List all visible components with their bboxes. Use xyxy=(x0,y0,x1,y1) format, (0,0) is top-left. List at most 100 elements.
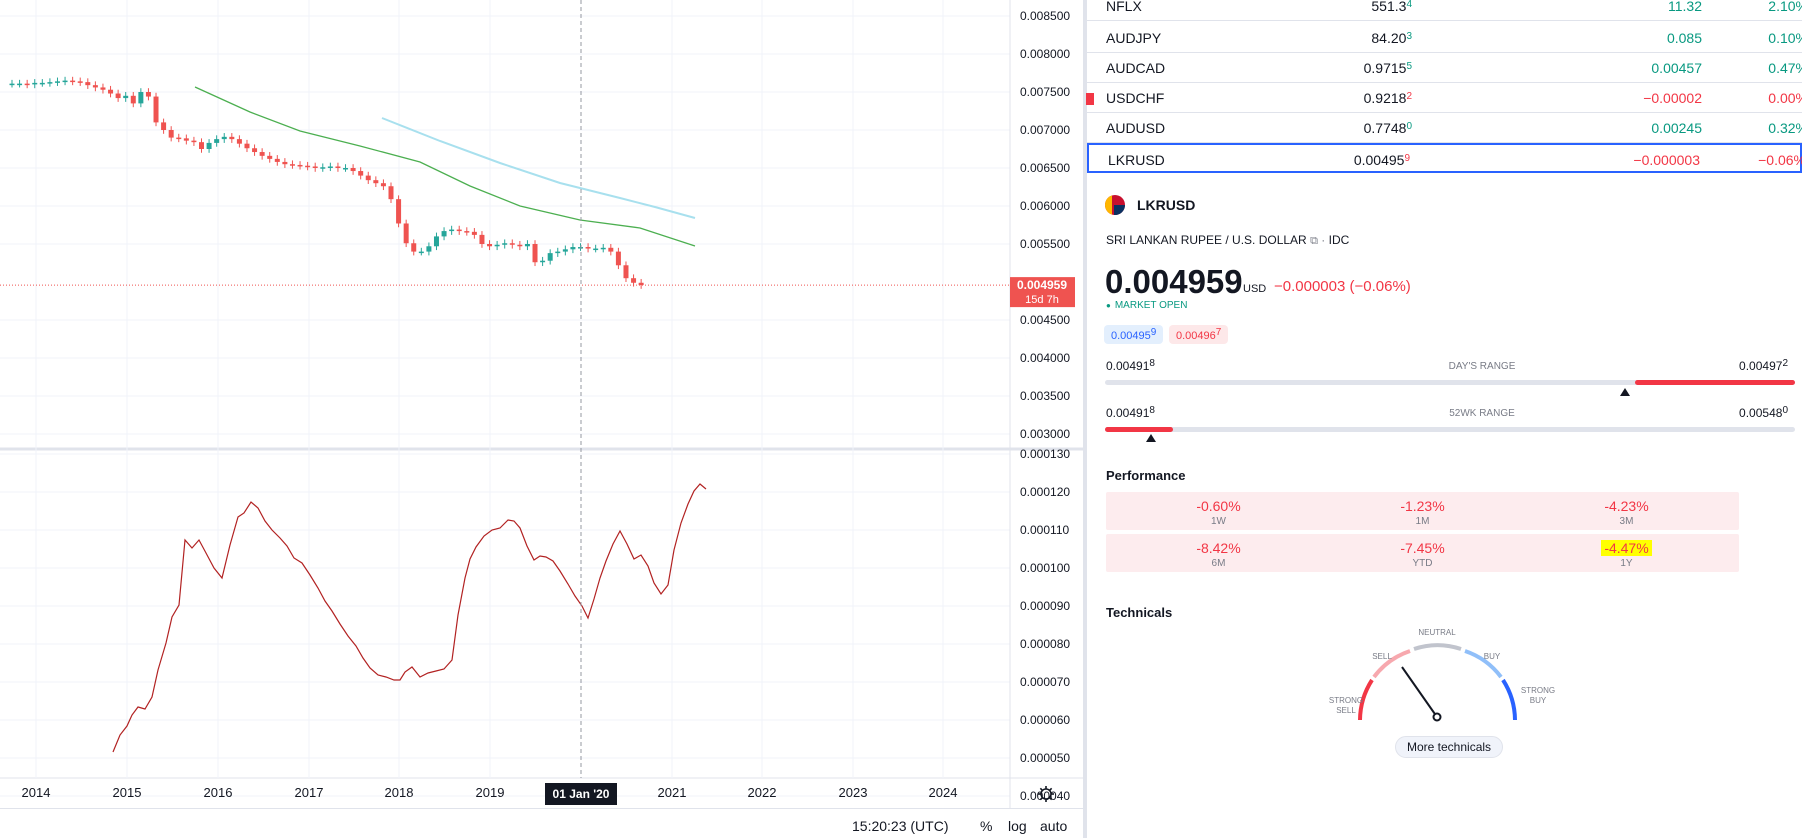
candle-body xyxy=(570,247,576,250)
candle-body xyxy=(585,247,591,249)
price-tick-label: 0.004500 xyxy=(1020,313,1070,327)
flag-icon xyxy=(1105,195,1125,215)
wk52-range-high-sup: 0 xyxy=(1782,405,1788,416)
watchlist-percent: 2.10% xyxy=(1768,0,1802,14)
gauge-label-strong-sell-1: STRONG xyxy=(1329,696,1363,705)
watchlist-row-usdchf[interactable]: USDCHF 0.92182 −0.00002 0.00% xyxy=(1086,83,1802,113)
market-status: MARKET OPEN xyxy=(1106,300,1188,311)
watchlist-last-sup: 0 xyxy=(1406,121,1412,132)
watchlist-last-sup: 9 xyxy=(1404,153,1410,164)
candle-body xyxy=(532,244,538,263)
watchlist-change: −0.000003 xyxy=(1633,152,1700,168)
wk52-range-label: 52WK RANGE xyxy=(1449,408,1515,419)
candle-body xyxy=(214,139,220,143)
candle-body xyxy=(168,130,174,138)
flag-marker-icon[interactable] xyxy=(1086,93,1094,105)
watchlist-percent: −0.06% xyxy=(1758,152,1802,168)
watchlist-row-lkrusd[interactable]: LKRUSD 0.004959 −0.000003 −0.06% xyxy=(1087,143,1802,173)
candle-body xyxy=(199,142,204,149)
year-label: 2016 xyxy=(204,785,233,800)
candle-body xyxy=(153,96,159,123)
watchlist-row-audcad[interactable]: AUDCAD 0.97155 0.00457 0.47% xyxy=(1087,53,1802,83)
wk52-range-bar xyxy=(1105,427,1795,432)
candle-body xyxy=(441,231,447,237)
watchlist-last-value: 84.20 xyxy=(1371,30,1407,46)
percent-scale-button[interactable]: % xyxy=(980,818,993,834)
watchlist-symbol: LKRUSD xyxy=(1108,152,1165,168)
candle-body xyxy=(138,92,144,104)
crosshair-date-badge xyxy=(545,783,617,805)
price-tick-label: 0.003000 xyxy=(1020,427,1070,441)
gear-icon[interactable] xyxy=(1038,786,1054,802)
candle-body xyxy=(77,81,83,83)
gear-icon-tooth xyxy=(1048,787,1053,792)
watchlist-last-value: 551.3 xyxy=(1371,0,1407,14)
watchlist-last-sup: 2 xyxy=(1406,91,1412,102)
candle-body xyxy=(403,223,409,244)
price-change: −0.000003 (−0.06%) xyxy=(1274,278,1411,295)
candle-body xyxy=(380,183,386,187)
technicals-title: Technicals xyxy=(1106,605,1173,620)
candle-body xyxy=(327,166,333,168)
days-range-high: 0.004972 xyxy=(1739,358,1788,373)
candle-body xyxy=(509,243,515,245)
performance-value: -8.42% xyxy=(1106,540,1331,556)
watchlist-last-value: 0.9715 xyxy=(1363,60,1407,76)
price-tick-label: 0.008500 xyxy=(1020,9,1070,23)
log-scale-button[interactable]: log xyxy=(1008,818,1027,834)
watchlist-symbol: AUDJPY xyxy=(1106,30,1162,46)
candle-body xyxy=(183,138,189,141)
year-label: 2017 xyxy=(295,785,324,800)
candle-body xyxy=(176,137,182,140)
auto-scale-button[interactable]: auto xyxy=(1040,818,1068,834)
watchlist-row-audusd[interactable]: AUDUSD 0.77480 0.00245 0.32% xyxy=(1087,113,1802,143)
indicator-tick-label: 0.000080 xyxy=(1020,637,1070,651)
candle-body xyxy=(555,251,561,254)
performance-6m: -8.42% 6M xyxy=(1106,534,1331,572)
candle-body xyxy=(267,155,273,159)
symbol-title[interactable]: LKRUSD xyxy=(1137,197,1196,213)
candle-body xyxy=(524,244,530,247)
symbol-description: SRI LANKAN RUPEE / U.S. DOLLAR ⧉ · IDC xyxy=(1106,233,1350,247)
candle-body xyxy=(70,80,76,83)
chart-canvas[interactable]: 0.008500 0.008000 0.007500 0.007000 0.006500… xyxy=(0,0,1083,838)
candle-body xyxy=(494,244,500,247)
year-label: 2021 xyxy=(658,785,687,800)
performance-value: -7.45% xyxy=(1310,540,1535,556)
watchlist-row-audjpy[interactable]: AUDJPY 84.203 0.085 0.10% xyxy=(1087,23,1802,53)
year-label: 2014 xyxy=(22,785,51,800)
indicator-tick-label: 0.000070 xyxy=(1020,675,1070,689)
moving-average-line xyxy=(194,86,696,247)
chart-status-bar: 15:20:23 (UTC) % log auto xyxy=(0,808,1083,838)
candle-body xyxy=(623,265,629,279)
candle-body xyxy=(92,85,98,88)
candle-body xyxy=(562,249,568,252)
price-tick-label: 0.006500 xyxy=(1020,161,1070,175)
performance-period: YTD xyxy=(1412,558,1433,569)
candle-body xyxy=(274,158,280,162)
watchlist-row-nflx[interactable]: NFLX 551.34 11.32 2.10% xyxy=(1087,0,1802,21)
last-price: 0.004959 xyxy=(1105,263,1243,300)
indicator-tick-label: 0.000110 xyxy=(1020,523,1069,537)
days-range-high-sup: 2 xyxy=(1782,358,1788,369)
watchlist-change: 0.085 xyxy=(1666,30,1702,46)
price-tick-label: 0.004000 xyxy=(1020,351,1070,365)
candle-body xyxy=(229,136,235,140)
gauge-label-sell: SELL xyxy=(1372,652,1392,661)
wk52-range-fill xyxy=(1105,427,1173,432)
external-link-icon[interactable]: ⧉ xyxy=(1310,235,1318,247)
chart-area[interactable]: 0.008500 0.008000 0.007500 0.007000 0.006500… xyxy=(0,0,1083,838)
more-technicals-button[interactable]: More technicals xyxy=(1395,736,1504,758)
indicator-tick-label: 0.000130 xyxy=(1020,447,1070,461)
gauge-sell-arc xyxy=(1372,649,1411,679)
candle-body xyxy=(479,234,485,244)
watchlist-last: 0.92182 xyxy=(1364,90,1412,106)
candle-body xyxy=(350,168,356,172)
days-range-pointer-icon xyxy=(1620,388,1630,396)
candle-body xyxy=(373,180,379,184)
days-range-label: DAY'S RANGE xyxy=(1448,361,1516,372)
watchlist-last-value: 0.9218 xyxy=(1363,90,1407,106)
performance-period: 6M xyxy=(1211,558,1226,569)
watchlist-last: 0.004959 xyxy=(1354,152,1410,168)
year-label: 2018 xyxy=(385,785,414,800)
